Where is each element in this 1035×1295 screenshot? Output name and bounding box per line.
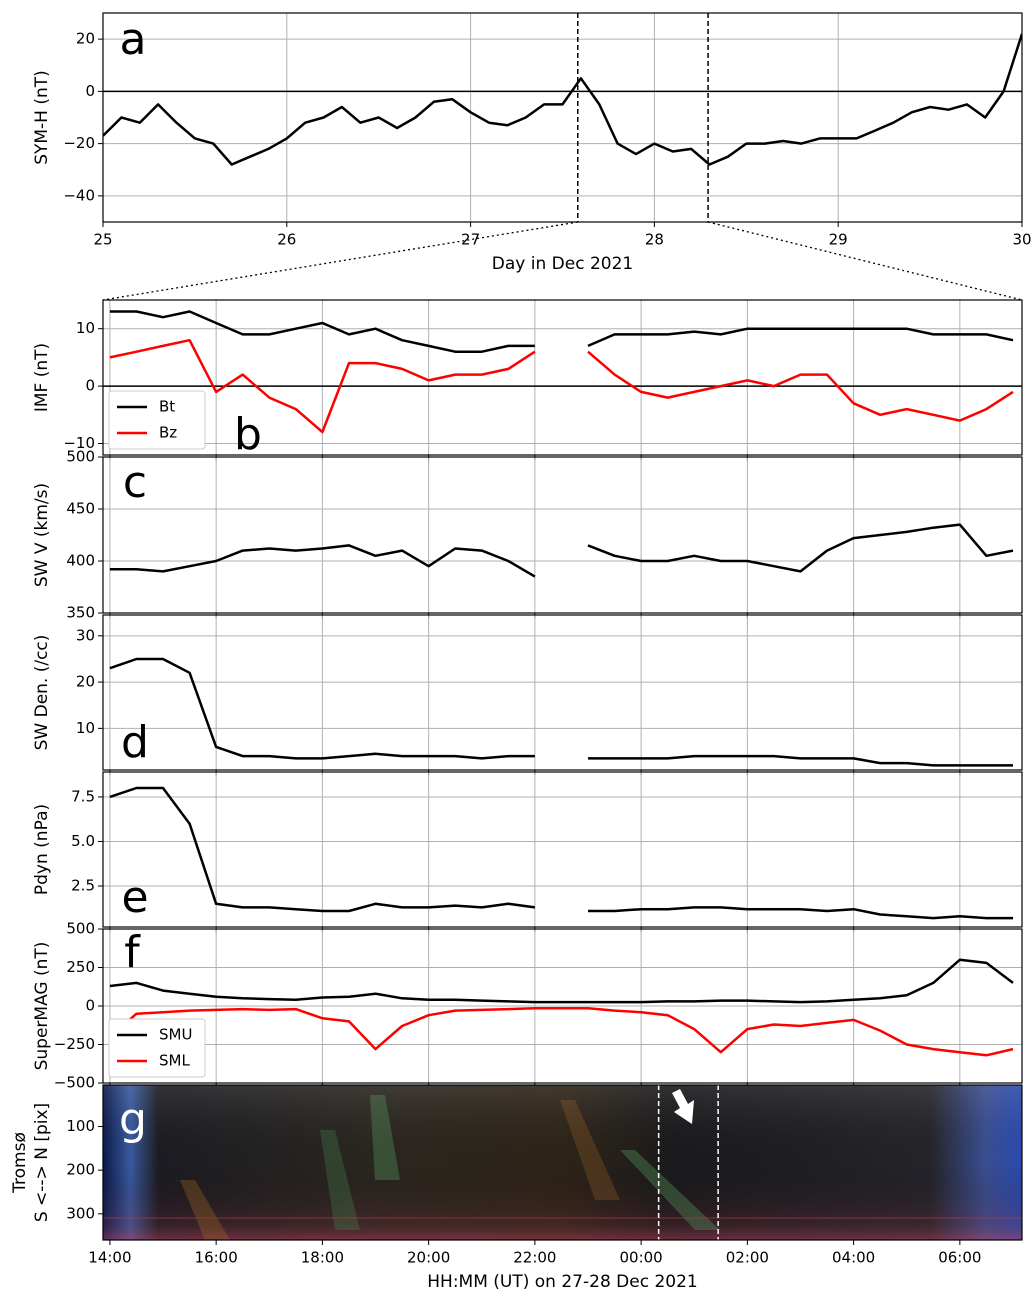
data-line [110,960,1013,1002]
y-tick-label: 200 [66,1161,95,1179]
x-tick-label: 14:00 [88,1249,131,1267]
y-axis-label: Pdyn (nPa) [32,804,52,895]
panel: 25 26 27 28 29 30 −40 −20 0 20 a SYM-H (nT) Day in D… [32,13,1032,274]
y-tick-label: 250 [66,958,95,976]
panel-letter: f [124,927,141,978]
y-tick-label: 100 [66,1117,95,1135]
data-line [588,329,1013,346]
panel-letter: a [120,14,147,65]
legend-label: SMU [159,1026,192,1044]
data-line [588,525,1013,572]
y-tick-label: 400 [66,552,95,570]
data-line [588,756,1013,765]
y-axis-label: Tromsø [10,1132,30,1194]
y-axis-label: IMF (nT) [32,343,52,412]
legend-box [109,391,205,449]
y-tick-label: 7.5 [71,787,95,805]
zoom-line [708,222,1022,300]
panel-letter: c [123,457,147,508]
legend-label: SML [159,1052,190,1070]
y-tick-label: 0 [85,997,95,1015]
y-tick-label: 500 [66,448,95,466]
frame [103,615,1022,770]
y-tick-label: 30 [76,626,95,644]
x-tick-label: 30 [1012,231,1031,249]
x-axis-label: HH:MM (UT) on 27-28 Dec 2021 [427,1272,697,1292]
y-tick-label: 20 [76,673,95,691]
y-tick-label: −250 [54,1035,95,1053]
x-tick-label: 22:00 [513,1249,556,1267]
y-tick-label: 300 [66,1204,95,1222]
data-line [110,1008,1013,1055]
x-tick-label: 18:00 [301,1249,344,1267]
legend-label: Bt [159,398,175,416]
x-tick-label: 27 [461,231,480,249]
y-axis-label: SW V (km/s) [32,483,52,587]
panel: 14:00 16:00 18:00 20:00 22:00 00:00 02:00 04:00… [10,1085,1022,1292]
y-tick-label: 10 [76,719,95,737]
y-tick-label: 350 [66,604,95,622]
x-axis-label: Day in Dec 2021 [492,254,633,274]
x-tick-label: 26 [277,231,296,249]
x-tick-label: 02:00 [726,1249,769,1267]
x-tick-label: 28 [645,231,664,249]
panel: 10 20 30 d SW Den. (/cc) [32,615,1022,775]
panel: 2.5 5.0 7.5 e Pdyn (nPa) [32,772,1022,932]
data-line [588,907,1013,918]
y-axis-label: SuperMAG (nT) [32,942,52,1071]
panel-letter: b [234,409,262,460]
panel-letter: d [121,717,149,768]
x-tick-label: 06:00 [938,1249,981,1267]
y-tick-label: 5.0 [71,832,95,850]
y-axis-label: SYM-H (nT) [32,70,52,165]
panel: 350 400 450 500 c SW V (km/s) [32,448,1022,622]
y-tick-label: 20 [76,30,95,48]
frame [103,13,1022,222]
x-tick-label: 20:00 [407,1249,450,1267]
y-tick-label: 2.5 [71,877,95,895]
y-tick-label: −500 [54,1074,95,1092]
y-tick-label: 0 [85,377,95,395]
x-tick-label: 16:00 [195,1249,238,1267]
y-tick-label: 0 [85,82,95,100]
y-axis-label: SW Den. (/cc) [32,635,52,751]
keogram-shade [103,1085,1022,1240]
panel: −500 −250 0 250 500 SMU SML f SuperMAG (nT) [32,920,1022,1092]
y-tick-label: 10 [76,319,95,337]
frame [103,772,1022,927]
legend-label: Bz [159,424,177,442]
x-tick-label: 04:00 [832,1249,875,1267]
y-tick-label: −20 [63,134,95,152]
y-tick-label: −40 [63,186,95,204]
panel-letter: e [121,872,148,923]
panel-letter: g [119,1094,147,1145]
y-axis-label: S <--> N [pix] [32,1103,52,1222]
data-line [103,34,1022,165]
y-tick-label: 500 [66,920,95,938]
y-tick-label: 450 [66,500,95,518]
x-tick-label: 25 [93,231,112,249]
x-tick-label: 29 [829,231,848,249]
figure: 25 26 27 28 29 30 −40 −20 0 20 a SYM-H (nT) Day in D… [0,0,1035,1295]
x-tick-label: 00:00 [620,1249,663,1267]
